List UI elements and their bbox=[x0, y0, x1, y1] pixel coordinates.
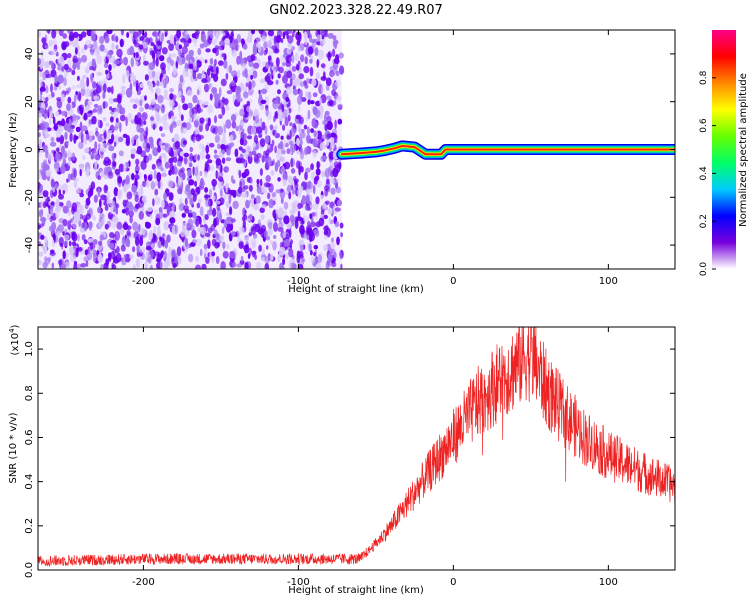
colorbar-gradient bbox=[712, 30, 736, 269]
x-tick-label: -100 bbox=[287, 577, 310, 588]
colorbar: 0.0 0.2 0.4 0.6 0.8 Normalized spectral ampl… bbox=[699, 30, 749, 276]
spectrogram-noise bbox=[38, 30, 345, 269]
y-tick-label: 0.2 bbox=[24, 518, 35, 534]
snr-scale-exp: 4 bbox=[8, 328, 16, 333]
colorbar-label: Normalized spectral amplitude bbox=[738, 73, 749, 227]
y-tick-label: -40 bbox=[24, 237, 35, 253]
snr-series-line bbox=[38, 327, 675, 567]
y-tick-label: 20 bbox=[24, 95, 35, 108]
y-tick-label: 0.0 bbox=[24, 562, 35, 578]
colorbar-ticks: 0.0 0.2 0.4 0.6 0.8 bbox=[699, 70, 716, 276]
y-tick-label: 40 bbox=[24, 48, 35, 61]
y-tick-label: 0.6 bbox=[24, 430, 35, 446]
y-tick-label: -20 bbox=[24, 189, 35, 205]
y-tick-label: 0.8 bbox=[24, 385, 35, 401]
colorbar-tick-label: 0.8 bbox=[699, 70, 709, 85]
snr-y-label: SNR (10 * v/v) bbox=[8, 412, 19, 483]
spectrogram-y-label: Frequency (Hz) bbox=[8, 112, 19, 188]
snr-axes: -200 -100 0 100 0.0 0.2 0.4 0.6 0.8 1.0 bbox=[24, 327, 675, 588]
snr-panel: -200 -100 0 100 0.0 0.2 0.4 0.6 0.8 1.0 Height of… bbox=[8, 324, 676, 596]
x-tick-label: -200 bbox=[132, 276, 155, 287]
y-tick-label: 0 bbox=[24, 146, 35, 152]
colorbar-tick-label: 0.0 bbox=[699, 262, 709, 277]
x-tick-label: -200 bbox=[132, 577, 155, 588]
y-tick-label: 0.4 bbox=[24, 474, 35, 490]
x-tick-label: 0 bbox=[450, 577, 456, 588]
spectrogram-x-label: Height of straight line (km) bbox=[288, 284, 424, 295]
snr-scale-close: ) bbox=[10, 324, 21, 328]
x-tick-label: 100 bbox=[599, 577, 618, 588]
figure-title: GN02.2023.328.22.49.R07 bbox=[269, 3, 443, 18]
spectrogram-ridge bbox=[336, 140, 675, 160]
colorbar-tick-label: 0.4 bbox=[699, 166, 709, 181]
x-tick-label: -100 bbox=[287, 276, 310, 287]
snr-frame bbox=[37, 326, 676, 571]
x-tick-label: 0 bbox=[450, 276, 456, 287]
colorbar-tick-label: 0.6 bbox=[699, 118, 709, 133]
snr-scale-label: (x104) bbox=[8, 324, 21, 355]
colorbar-tick-label: 0.2 bbox=[699, 214, 709, 228]
y-tick-label: 1.0 bbox=[24, 341, 35, 357]
snr-x-label: Height of straight line (km) bbox=[288, 585, 424, 596]
x-tick-label: 100 bbox=[599, 276, 618, 287]
snr-scale-base: (x10 bbox=[10, 333, 21, 356]
